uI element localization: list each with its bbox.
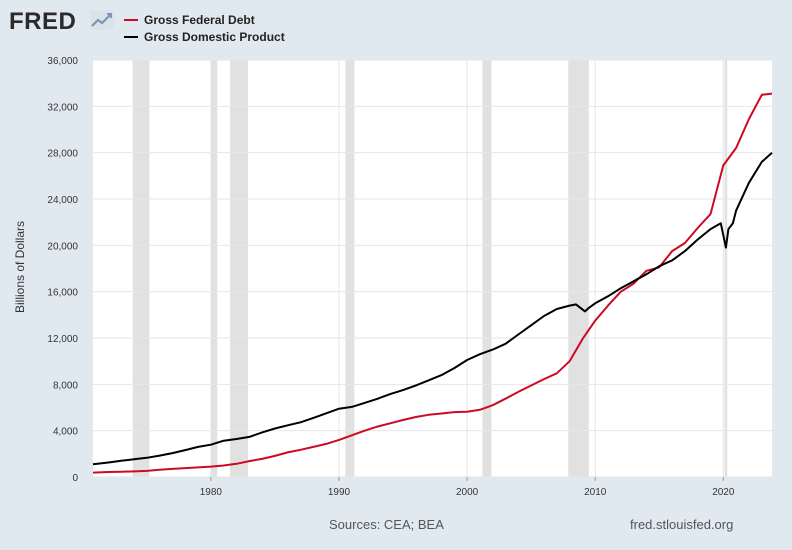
plot-area [93,60,772,477]
recession-band [345,60,355,477]
fred-logo[interactable]: FRED [9,8,77,35]
y-tick-label: 8,000 [53,380,78,391]
recession-band [482,60,492,477]
y-tick-label: 20,000 [47,241,78,252]
y-axis-label: Billions of Dollars [13,221,27,313]
y-tick-label: 32,000 [47,102,78,113]
y-tick-label: 12,000 [47,334,78,345]
legend-item-debt: Gross Federal Debt [124,11,285,28]
x-tick-label: 2000 [456,487,479,498]
series-line-gdp [92,151,773,466]
x-tick-label: 1990 [328,487,351,498]
recession-band [568,60,589,477]
y-tick-label: 4,000 [53,427,78,438]
y-tick-label: 28,000 [47,149,78,160]
trend-chart-icon [90,10,114,30]
legend-swatch-debt [124,18,138,21]
line-chart: 0 4,000 8,000 12,000 16,000 20,000 24,000 28,00… [13,56,773,498]
legend-label-gdp: Gross Domestic Product [144,29,285,44]
x-tick-label: 2020 [712,487,735,498]
legend-label-debt: Gross Federal Debt [144,12,255,27]
site-url[interactable]: fred.stlouisfed.org [630,517,734,532]
recession-band [210,60,218,477]
recession-band [724,60,728,477]
y-tick-label: 24,000 [47,195,78,206]
x-tick-label: 2010 [584,487,607,498]
y-tick-label: 0 [72,473,78,484]
x-tick-label: 1980 [200,487,223,498]
y-tick-label: 36,000 [47,56,78,67]
source-note: Sources: CEA; BEA [329,517,444,532]
y-tick-label: 16,000 [47,288,78,299]
legend-swatch-gdp [124,35,138,38]
recession-band [230,60,249,477]
chart-legend: Gross Federal Debt Gross Domestic Produc… [124,11,285,45]
legend-item-gdp: Gross Domestic Product [124,28,285,45]
recession-band [132,60,150,477]
